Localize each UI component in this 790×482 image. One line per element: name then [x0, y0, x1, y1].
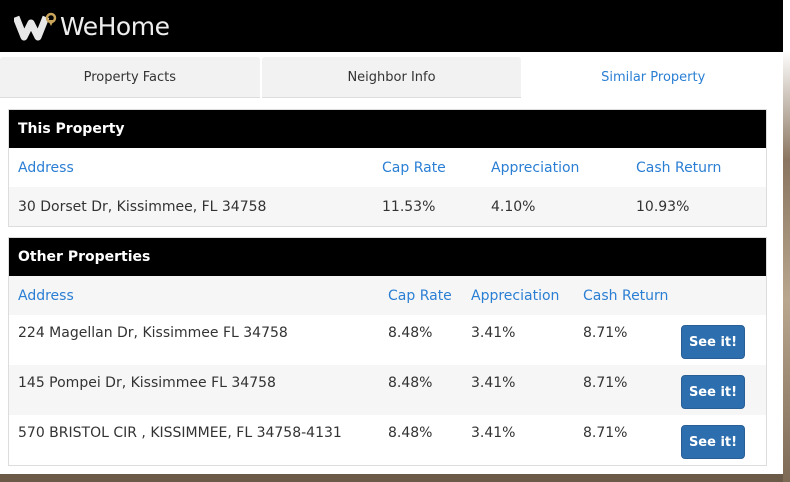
table-header: Address Cap Rate Appreciation Cash Retur… — [9, 148, 766, 187]
wehome-logo-icon — [14, 12, 57, 41]
cap-rate: 11.53% — [382, 198, 436, 215]
other-properties-table: Other Properties Address Cap Rate Apprec… — [8, 237, 767, 466]
address: 224 Magellan Dr, Kissimmee FL 34758 — [18, 325, 288, 341]
cash-return: 10.93% — [636, 198, 690, 215]
address: 30 Dorset Dr, Kissimmee, FL 34758 — [18, 198, 267, 215]
table-row: 224 Magellan Dr, Kissimmee FL 34758 8.48%… — [9, 315, 766, 365]
appreciation: 3.41% — [471, 425, 516, 441]
cap-rate: 8.48% — [388, 325, 433, 341]
appreciation: 3.41% — [471, 375, 516, 391]
col-address: Address — [18, 159, 74, 176]
brand-name: WeHome — [60, 11, 170, 41]
property-popup: WeHome Property Facts Neighbor Info Simi… — [0, 0, 784, 474]
background-photo — [783, 0, 790, 482]
col-cap-rate: Cap Rate — [382, 159, 446, 176]
table-row: 570 BRISTOL CIR , KISSIMMEE, FL 34758-41… — [9, 415, 766, 465]
col-cash-return: Cash Return — [636, 159, 722, 176]
header-bar: WeHome — [0, 0, 783, 52]
see-it-button[interactable]: See it! — [681, 325, 745, 359]
tab-property-facts[interactable]: Property Facts — [0, 57, 260, 98]
section-title: Other Properties — [9, 238, 766, 276]
address: 570 BRISTOL CIR , KISSIMMEE, FL 34758-41… — [18, 425, 342, 441]
table-header: Address Cap Rate Appreciation Cash Retur… — [9, 276, 766, 315]
cash-return: 8.71% — [583, 325, 628, 341]
col-appreciation: Appreciation — [471, 287, 560, 304]
tab-neighbor-info[interactable]: Neighbor Info — [261, 57, 522, 98]
appreciation: 3.41% — [471, 325, 516, 341]
address: 145 Pompei Dr, Kissimmee FL 34758 — [18, 375, 276, 391]
col-cash-return: Cash Return — [583, 287, 669, 304]
col-appreciation: Appreciation — [491, 159, 580, 176]
cash-return: 8.71% — [583, 425, 628, 441]
see-it-button[interactable]: See it! — [681, 425, 745, 459]
table-row: 30 Dorset Dr, Kissimmee, FL 34758 11.53%… — [9, 187, 766, 226]
cap-rate: 8.48% — [388, 375, 433, 391]
appreciation: 4.10% — [491, 198, 536, 215]
cap-rate: 8.48% — [388, 425, 433, 441]
col-address: Address — [18, 287, 74, 304]
col-cap-rate: Cap Rate — [388, 287, 452, 304]
tab-bar: Property Facts Neighbor Info Similar Pro… — [0, 52, 784, 98]
tab-similar-property[interactable]: Similar Property — [523, 57, 784, 98]
see-it-button[interactable]: See it! — [681, 375, 745, 409]
table-row: 145 Pompei Dr, Kissimmee FL 34758 8.48% 3.… — [9, 365, 766, 415]
cash-return: 8.71% — [583, 375, 628, 391]
this-property-table: This Property Address Cap Rate Appreciat… — [8, 109, 767, 227]
section-title: This Property — [9, 110, 766, 148]
